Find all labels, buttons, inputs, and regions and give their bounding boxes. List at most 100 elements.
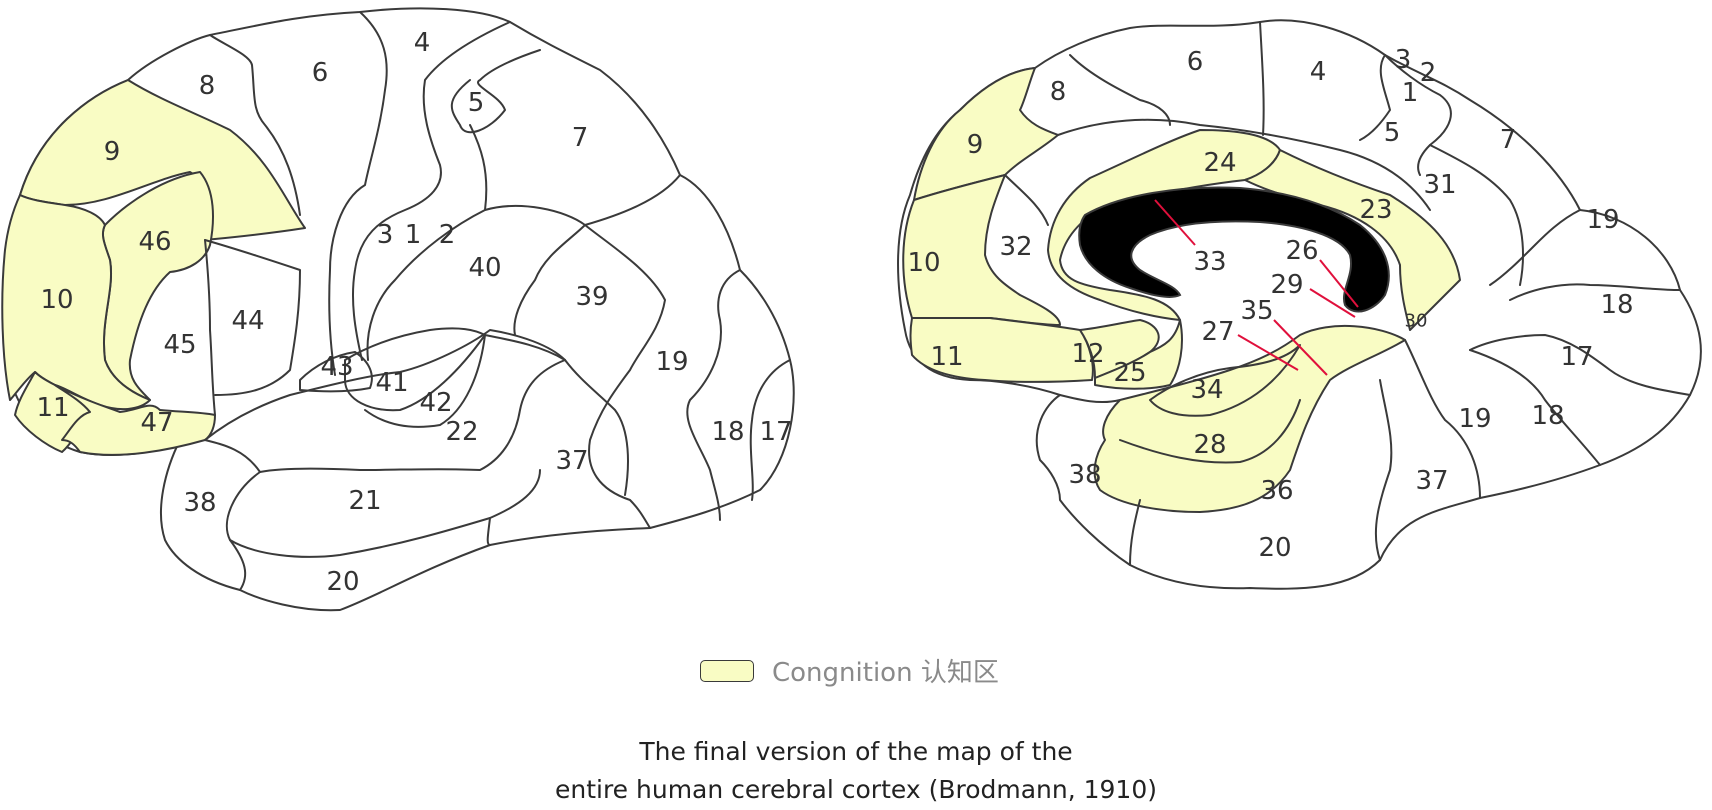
lateral-label-18: 18 — [711, 417, 744, 447]
medial-area-24 — [1047, 129, 1281, 321]
medial-label-5: 5 — [1384, 118, 1401, 148]
lateral-label-20: 20 — [326, 567, 359, 597]
lateral-label-37: 37 — [555, 446, 588, 476]
lateral-label-45: 45 — [163, 330, 196, 360]
lateral-label-39: 39 — [575, 282, 608, 312]
medial-border-32 — [1004, 174, 1049, 226]
medial-label-6: 6 — [1187, 47, 1204, 77]
lateral-border-37-19 — [564, 359, 629, 496]
lateral-label-2: 2 — [439, 220, 456, 250]
medial-area-28-36 — [1093, 325, 1406, 513]
medial-border-7-19 — [1489, 209, 1581, 286]
lateral-label-8: 8 — [199, 71, 216, 101]
lateral-border-19-18 — [686, 269, 741, 521]
lateral-label-40: 40 — [468, 253, 501, 283]
medial-border-6-8 — [1069, 54, 1171, 126]
lateral-label-5: 5 — [468, 88, 485, 118]
lateral-border-postcentral — [366, 124, 488, 361]
medial-area-11 — [909, 316, 1094, 383]
medial-label-28: 28 — [1193, 430, 1226, 460]
lateral-area-9 — [19, 79, 306, 241]
medial-label-12: 12 — [1071, 339, 1104, 369]
medial-label-23: 23 — [1359, 195, 1392, 225]
medial-label-26: 26 — [1285, 236, 1318, 266]
medial-pointer-26 — [1319, 259, 1359, 308]
lateral-border-40-39 — [513, 224, 586, 336]
medial-label-18b: 18 — [1531, 401, 1564, 431]
medial-label-37: 37 — [1415, 466, 1448, 496]
medial-pointer-35 — [1273, 319, 1328, 376]
legend-label: Congnition 认知区 — [772, 658, 999, 688]
lateral-border-20-37 — [486, 517, 491, 546]
lateral-border-41 — [344, 327, 486, 412]
medial-label-35: 35 — [1240, 296, 1273, 326]
medial-border-paracentral — [1384, 54, 1452, 176]
medial-label-18: 18 — [1600, 290, 1633, 320]
medial-border-20-36 — [1129, 499, 1141, 566]
medial-border-28 — [1119, 399, 1301, 464]
medial-label-25: 25 — [1113, 358, 1146, 388]
lateral-border-21 — [225, 469, 541, 558]
legend-swatch — [700, 659, 754, 682]
legend: Congnition 认知区 — [700, 652, 999, 689]
medial-border-18-17 — [1469, 334, 1691, 396]
lateral-border-sylvian — [204, 329, 566, 441]
medial-area-9 — [913, 67, 1059, 201]
lateral-label-21: 21 — [348, 486, 381, 516]
caption-line-2: entire human cerebral cortex (Brodmann, … — [554, 775, 1157, 804]
medial-label-3: 3 — [1395, 45, 1412, 75]
medial-border-7-31 — [1429, 144, 1524, 286]
lateral-label-9: 9 — [104, 137, 121, 167]
medial-area-23 — [1244, 149, 1461, 331]
medial-border-19-18 — [1509, 283, 1681, 301]
medial-label-19: 19 — [1586, 205, 1619, 235]
medial-label-11: 11 — [930, 342, 963, 372]
lateral-label-41: 41 — [375, 368, 408, 398]
figure-caption: The final version of the map of the enti… — [0, 733, 1712, 809]
lateral-border-44-45 — [204, 239, 216, 416]
medial-border-6-4 — [1259, 21, 1265, 136]
medial-label-32: 32 — [999, 232, 1032, 262]
medial-label-19b: 19 — [1458, 404, 1491, 434]
medial-pointer-33 — [1154, 199, 1196, 246]
lateral-border-18-17 — [749, 359, 791, 501]
medial-label-38: 38 — [1068, 460, 1101, 490]
medial-label-9: 9 — [967, 130, 984, 160]
lateral-area-47 — [54, 384, 216, 456]
caption-line-1: The final version of the map of the — [639, 737, 1073, 766]
medial-label-34: 34 — [1190, 375, 1223, 405]
medial-label-29: 29 — [1270, 270, 1303, 300]
medial-border-calcarine — [1469, 349, 1601, 466]
medial-label-10: 10 — [907, 248, 940, 278]
lateral-border-6-4 — [328, 11, 388, 376]
lateral-label-10: 10 — [40, 285, 73, 315]
lateral-label-43: 43 — [320, 352, 353, 382]
lateral-area-10 — [1, 194, 151, 411]
medial-label-33: 33 — [1193, 247, 1226, 277]
lateral-border-42 — [364, 334, 486, 428]
lateral-border-43 — [299, 351, 373, 393]
lateral-label-44: 44 — [231, 306, 264, 336]
lateral-label-11: 11 — [36, 393, 69, 423]
lateral-border-22 — [259, 334, 566, 473]
lateral-label-47: 47 — [140, 408, 173, 438]
medial-border-4-3 — [1359, 54, 1391, 141]
medial-label-4: 4 — [1310, 57, 1327, 87]
medial-label-17: 17 — [1560, 342, 1593, 372]
medial-border-19-37 — [1404, 339, 1481, 499]
medial-label-2: 2 — [1420, 58, 1437, 88]
lateral-border-20 — [229, 539, 247, 591]
medial-label-31: 31 — [1423, 170, 1456, 200]
medial-label-7: 7 — [1500, 125, 1517, 155]
lateral-label-46: 46 — [138, 227, 171, 257]
lateral-label-19: 19 — [655, 347, 688, 377]
medial-brain-view: 6 4 3 2 1 5 7 8 9 24 23 31 32 10 33 26 2… — [897, 19, 1702, 590]
medial-pointer-27 — [1237, 334, 1299, 371]
lateral-label-4: 4 — [414, 28, 431, 58]
medial-corpus-callosum — [1078, 186, 1390, 313]
lateral-border-5 — [450, 49, 541, 134]
lateral-label-38: 38 — [183, 488, 216, 518]
lateral-border-44-6 — [204, 239, 301, 396]
lateral-label-1: 1 — [405, 220, 422, 250]
medial-label-36: 36 — [1260, 476, 1293, 506]
